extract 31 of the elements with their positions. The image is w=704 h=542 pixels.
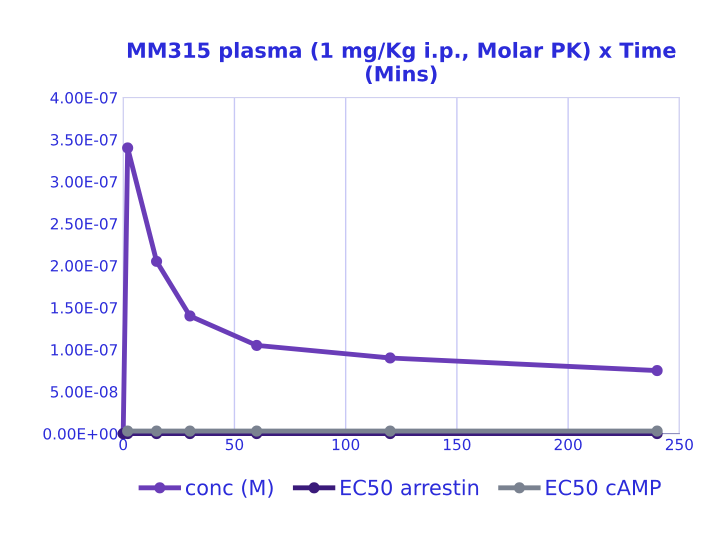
point [151, 426, 162, 437]
y-tick-label: 1.50E-07 [51, 302, 118, 314]
x-tick-label: 200 [554, 438, 582, 450]
y-tick-label: 2.00E-07 [50, 260, 118, 272]
point [184, 426, 196, 437]
y-tick-label: 4.00E-07 [50, 92, 118, 104]
point [151, 256, 162, 267]
point [184, 310, 196, 322]
y-tick-label: 0.00E+00 [43, 428, 118, 440]
y-tick-label: 5.00E-08 [50, 386, 118, 398]
y-tick-label: 3.50E-07 [50, 134, 118, 146]
point [251, 426, 262, 437]
point [652, 426, 663, 437]
x-tick-label: 150 [444, 438, 470, 450]
y-tick-label: 2.50E-07 [50, 218, 118, 230]
legend-label: EC50 cAMP [546, 480, 661, 496]
point [652, 365, 663, 376]
x-tick-label: 0 [119, 438, 128, 450]
legend-label: EC50 arrestin [341, 479, 478, 496]
y-tick-label: 3.00E-07 [50, 176, 118, 188]
point [122, 142, 134, 154]
point [384, 352, 396, 364]
x-tick-label: 50 [226, 438, 244, 450]
y-tick-label: 1.00E-07 [51, 344, 118, 356]
point [251, 340, 262, 351]
x-tick-label: 100 [332, 438, 360, 450]
point [122, 426, 134, 437]
chart-title: MM315 plasma (1 mg/Kg i.p., Molar PK) x Time (Mins) [128, 42, 676, 84]
point [384, 426, 396, 437]
legend-label: conc (M) [186, 479, 273, 498]
x-tick-label: 250 [666, 438, 693, 450]
